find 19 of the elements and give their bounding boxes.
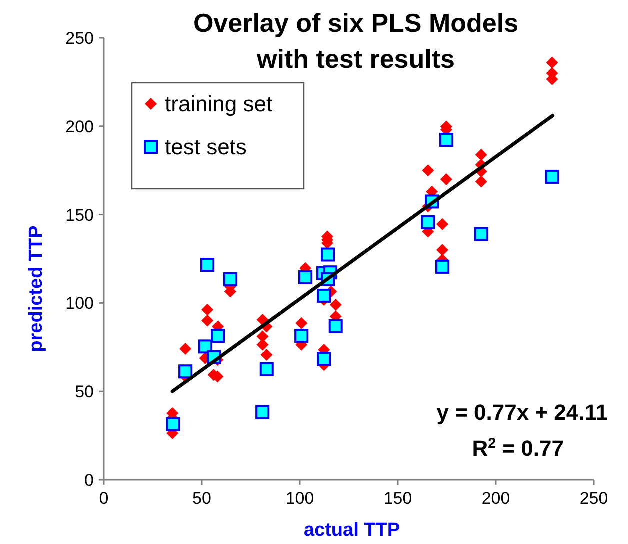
x-tick-label: 200 <box>482 489 510 508</box>
legend-label: test sets <box>165 134 247 160</box>
x-tick-label: 250 <box>580 489 608 508</box>
x-tick-label: 0 <box>99 489 109 508</box>
x-tick-label: 150 <box>384 489 412 508</box>
y-tick-label: 150 <box>66 206 94 225</box>
y-tick-label: 100 <box>66 294 94 314</box>
x-tick-label: 100 <box>286 489 314 508</box>
chart-title: Overlay of six PLS Models with test results <box>193 8 519 74</box>
x-axis-title: actual TTP <box>304 520 400 541</box>
y-tick-label: 50 <box>75 382 94 402</box>
x-tick-label: 50 <box>192 489 212 508</box>
y-tick-label: 200 <box>66 117 94 136</box>
annotation: R$^{2}$ = 0.77 <box>472 436 564 461</box>
y-tick-label: 250 <box>66 28 94 48</box>
y-axis-title: predicted TTP <box>26 225 47 352</box>
legend-label: training set <box>165 92 273 117</box>
annotation: y = 0.77x + 24.11 <box>436 400 608 425</box>
y-tick-label: 0 <box>84 470 94 490</box>
